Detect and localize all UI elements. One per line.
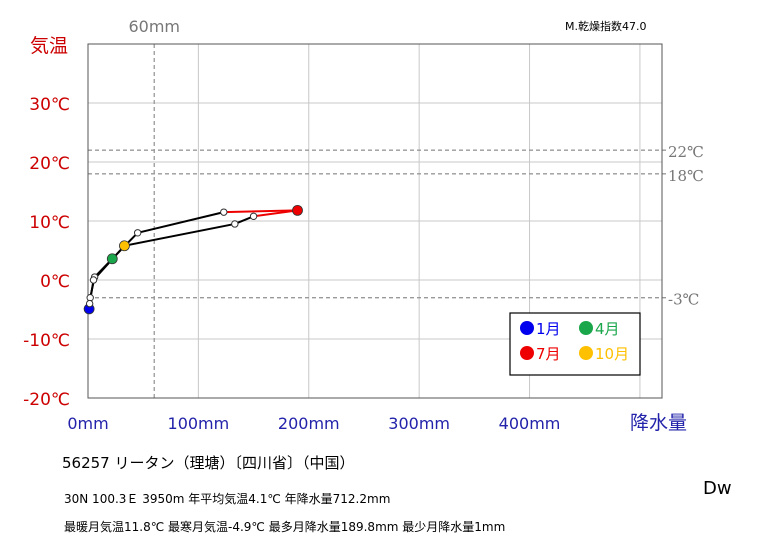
series-line xyxy=(88,209,299,310)
series-segment xyxy=(222,209,299,214)
legend: 1月 4月 7月 10月 xyxy=(509,312,641,376)
station-meta-line-1: 30N 100.3Ｅ 3950m 年平均気温4.1℃ 年降水量712.2mm xyxy=(64,492,391,506)
ref-label-temp: 18℃ xyxy=(668,167,704,185)
month-point-highlight xyxy=(119,240,130,252)
month-point-highlight xyxy=(292,204,303,216)
y-tick-label: -20℃ xyxy=(23,390,70,410)
series-segment xyxy=(123,222,236,247)
legend-label: 7月 xyxy=(536,345,561,363)
legend-marker xyxy=(520,346,534,360)
month-point xyxy=(89,276,98,284)
y-axis-title: 気温 xyxy=(30,35,68,57)
x-tick-label: 200mm xyxy=(278,414,340,433)
x-tick-label: 400mm xyxy=(499,414,561,433)
y-axis-ticks: -20℃ -10℃ 0℃ 10℃ 20℃ 30℃ xyxy=(23,95,70,410)
x-tick-label: 0mm xyxy=(67,414,108,433)
y-tick-label: 20℃ xyxy=(29,154,70,174)
plot-frame xyxy=(87,43,663,399)
month-point-highlight xyxy=(106,253,118,265)
x-tick-label: 300mm xyxy=(388,414,450,433)
data-points xyxy=(83,204,303,315)
series-segment xyxy=(136,211,225,234)
month-point xyxy=(220,208,228,216)
y-tick-label: -10℃ xyxy=(23,331,70,351)
series-segment xyxy=(252,209,299,218)
month-point xyxy=(231,220,239,228)
legend-marker xyxy=(579,321,593,335)
month-point xyxy=(133,229,142,237)
ref-label-precip: 60mm xyxy=(128,17,180,36)
y-tick-label: 0℃ xyxy=(40,272,70,292)
x-tick-label: 100mm xyxy=(168,414,230,433)
reference-lines: 60mm 22℃ 18℃ -3℃ xyxy=(88,17,704,398)
legend-label: 10月 xyxy=(595,345,629,363)
koppen-class: Dw xyxy=(703,478,732,499)
aridity-index: M.乾燥指数47.0 xyxy=(565,20,647,33)
y-tick-label: 30℃ xyxy=(29,95,70,115)
legend-label: 4月 xyxy=(595,320,620,338)
month-point xyxy=(86,294,94,302)
station-title: 56257 リータン（理塘）〔四川省〕（中国） xyxy=(62,454,355,472)
legend-marker xyxy=(579,346,593,360)
ref-label-temp: -3℃ xyxy=(668,291,699,309)
y-tick-label: 10℃ xyxy=(29,213,70,233)
x-axis-ticks: 0mm 100mm 200mm 300mm 400mm xyxy=(67,414,560,433)
station-meta-line-2: 最暖月気温11.8℃ 最寒月気温-4.9℃ 最多月降水量189.8mm 最少月降… xyxy=(64,520,506,534)
legend-marker xyxy=(520,321,534,335)
x-axis-title: 降水量 xyxy=(630,412,687,434)
legend-label: 1月 xyxy=(536,320,561,338)
month-point xyxy=(249,212,258,220)
month-point xyxy=(85,299,94,308)
ref-label-temp: 22℃ xyxy=(668,143,704,161)
